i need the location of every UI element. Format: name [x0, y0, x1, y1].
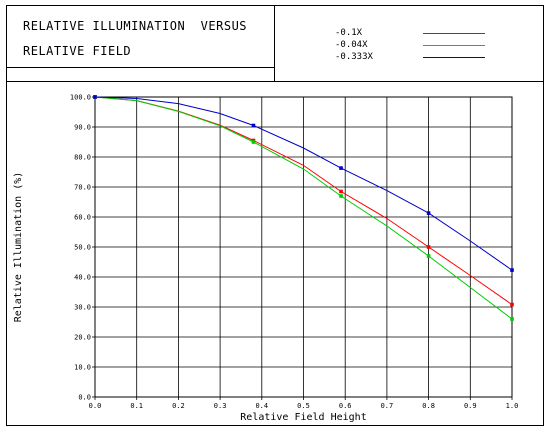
series-marker-2 [93, 95, 97, 99]
x-tick-label: 0.9 [464, 402, 477, 410]
chart-title-line-1: RELATIVE ILLUMINATION VERSUS [23, 19, 248, 33]
series-markers [93, 95, 514, 321]
legend-swatch-2 [423, 57, 485, 58]
legend-label-1: -0.04X [335, 40, 368, 50]
x-axis-label: Relative Field Height [240, 412, 366, 423]
x-tick-label: 0.8 [422, 402, 435, 410]
plot-area [94, 96, 513, 398]
y-tick-label: 60.0 [74, 214, 91, 222]
tick-labels: 0.0 0.1 0.2 0.3 0.4 0.5 0.6 0.7 0.8 0.9 1.0 0.0 10.0… [70, 94, 518, 411]
legend-swatch-1 [423, 45, 485, 46]
y-tick-label: 100.0 [70, 94, 91, 102]
legend-swatch-0 [423, 33, 485, 34]
y-tick-label: 30.0 [74, 304, 91, 312]
x-tick-label: 0.2 [172, 402, 185, 410]
header-spacer [7, 68, 275, 82]
y-tick-label: 80.0 [74, 154, 91, 162]
series-marker-2 [339, 166, 343, 170]
grid-lines [92, 96, 513, 400]
plot-frame: RELATIVE ILLUMINATION VERSUS RELATIVE FI… [6, 5, 544, 426]
chart-title-line-2: RELATIVE FIELD [23, 44, 132, 58]
series-marker-2 [510, 268, 514, 272]
x-tick-label: 0.7 [381, 402, 394, 410]
x-tick-label: 0.0 [89, 402, 102, 410]
series-marker-2 [426, 211, 431, 215]
x-tick-label: 1.0 [506, 402, 519, 410]
series-line-1 [94, 96, 513, 320]
series-marker-1 [251, 140, 256, 144]
legend-label-0: -0.1X [335, 28, 363, 38]
y-axis-label: Relative Illumination (%) [13, 172, 24, 323]
y-tick-label: 20.0 [74, 334, 91, 342]
series-lines [94, 96, 513, 320]
y-tick-label: 0.0 [78, 394, 91, 402]
series-marker-2 [251, 123, 256, 128]
y-tick-label: 10.0 [74, 364, 91, 372]
header-divider [275, 81, 543, 82]
x-tick-label: 0.1 [130, 402, 143, 410]
y-tick-label: 90.0 [74, 124, 91, 132]
series-marker-1 [339, 194, 343, 198]
x-tick-label: 0.4 [255, 402, 268, 410]
x-tick-label: 0.5 [297, 402, 310, 410]
legend: -0.1X -0.04X -0.333X [275, 6, 543, 68]
title-box: RELATIVE ILLUMINATION VERSUS RELATIVE FI… [7, 6, 275, 68]
y-tick-label: 50.0 [74, 244, 91, 252]
legend-label-2: -0.333X [335, 52, 373, 62]
series-marker-0 [426, 245, 431, 249]
y-tick-label: 40.0 [74, 274, 91, 282]
series-marker-0 [510, 302, 514, 307]
x-tick-label: 0.6 [339, 402, 352, 410]
y-tick-label: 70.0 [74, 184, 91, 192]
x-tick-label: 0.3 [214, 402, 227, 410]
series-marker-0 [339, 189, 343, 194]
series-marker-1 [426, 254, 431, 258]
series-marker-1 [510, 317, 514, 321]
series-line-2 [94, 96, 513, 271]
